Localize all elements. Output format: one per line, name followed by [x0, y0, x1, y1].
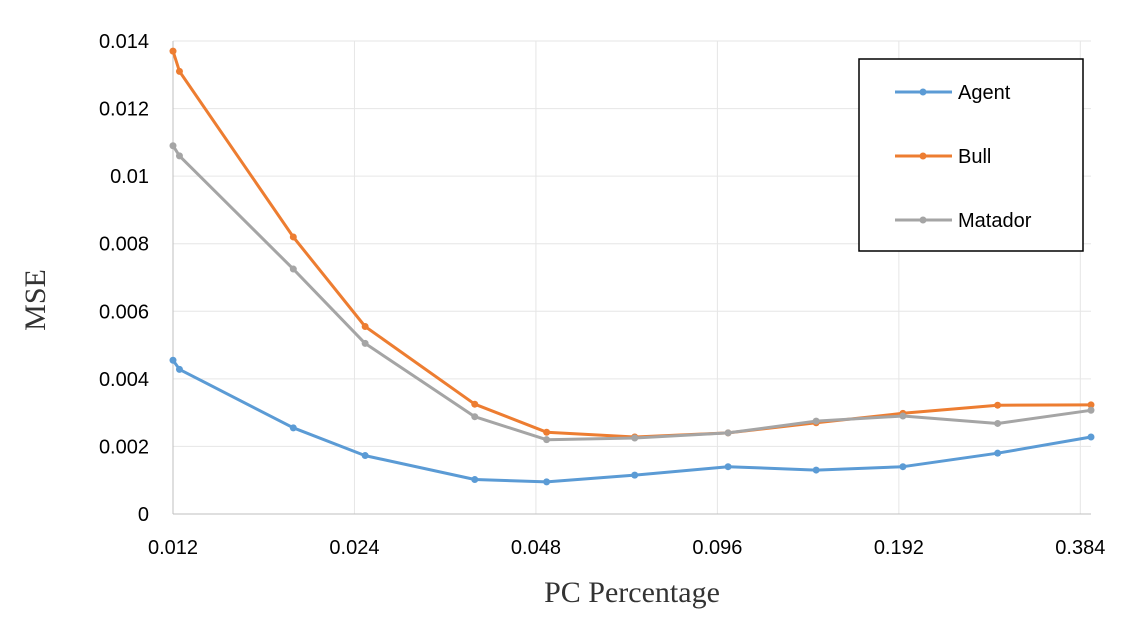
matador-point: [361, 339, 369, 347]
legend-label: Agent: [958, 82, 1011, 104]
y-tick-label: 0.008: [99, 234, 149, 256]
agent-point: [724, 463, 732, 471]
x-axis-title: PC Percentage: [544, 576, 720, 609]
agent-point: [1087, 433, 1095, 441]
agent-point: [812, 466, 820, 474]
y-axis-title: MSE: [19, 269, 52, 331]
legend-label: Bull: [958, 146, 991, 168]
bull-point: [361, 322, 369, 330]
matador-point: [289, 265, 297, 273]
matador-point: [994, 419, 1002, 427]
matador-point: [812, 417, 820, 425]
agent-point: [471, 476, 479, 484]
x-tick-label: 0.096: [692, 537, 742, 559]
agent-line: [171, 359, 1092, 484]
agent-point: [289, 424, 297, 432]
axes: [172, 41, 1091, 515]
bull-point: [169, 47, 177, 55]
agent-point: [169, 356, 177, 364]
x-tick-label: 0.192: [874, 537, 924, 559]
legend: Agent Bull Matador: [858, 58, 1084, 252]
y-tick-labels: 0 0.002 0.004 0.006 0.008 0.01 0.012 0.014: [99, 31, 149, 526]
y-tick-label: 0.014: [99, 31, 149, 53]
y-tick-label: 0: [138, 504, 149, 526]
legend-swatch-marker: [919, 216, 927, 224]
y-tick-label: 0.002: [99, 436, 149, 458]
y-tick-label: 0.004: [99, 369, 149, 391]
agent-point: [175, 365, 183, 373]
matador-point: [543, 436, 551, 444]
bull-point: [289, 233, 297, 241]
agent-point: [361, 452, 369, 460]
legend-item-agent: Agent: [895, 82, 1011, 104]
matador-point: [169, 142, 177, 150]
y-tick-label: 0.01: [110, 166, 149, 188]
bull-point: [175, 67, 183, 75]
bull-point: [994, 401, 1002, 409]
legend-swatch-marker: [919, 152, 927, 160]
y-tick-label: 0.012: [99, 99, 149, 121]
matador-point: [724, 429, 732, 437]
agent-point: [543, 478, 551, 486]
x-tick-label: 0.384: [1055, 537, 1105, 559]
matador-point: [631, 434, 639, 442]
legend-item-matador: Matador: [895, 210, 1032, 232]
y-tick-label: 0.006: [99, 301, 149, 323]
series-agent: [169, 356, 1095, 486]
bull-point: [471, 400, 479, 408]
legend-label: Matador: [958, 210, 1032, 232]
bull-point: [1087, 401, 1095, 409]
bull-point: [543, 428, 551, 436]
matador-point: [471, 413, 479, 421]
legend-item-bull: Bull: [895, 146, 991, 168]
series-matador: [169, 142, 1095, 444]
agent-point: [631, 471, 639, 479]
matador-point: [175, 152, 183, 160]
matador-line: [171, 144, 1092, 442]
x-tick-label: 0.024: [329, 537, 379, 559]
matador-point: [899, 412, 907, 420]
agent-point: [899, 463, 907, 471]
agent-point: [994, 449, 1002, 457]
legend-swatch-marker: [919, 88, 927, 96]
x-tick-labels: 0.012 0.024 0.048 0.096 0.192 0.384: [148, 537, 1105, 559]
matador-point: [1087, 406, 1095, 414]
x-tick-label: 0.012: [148, 537, 198, 559]
series-group: [169, 47, 1095, 486]
x-tick-label: 0.048: [511, 537, 561, 559]
bull-line: [171, 50, 1092, 439]
